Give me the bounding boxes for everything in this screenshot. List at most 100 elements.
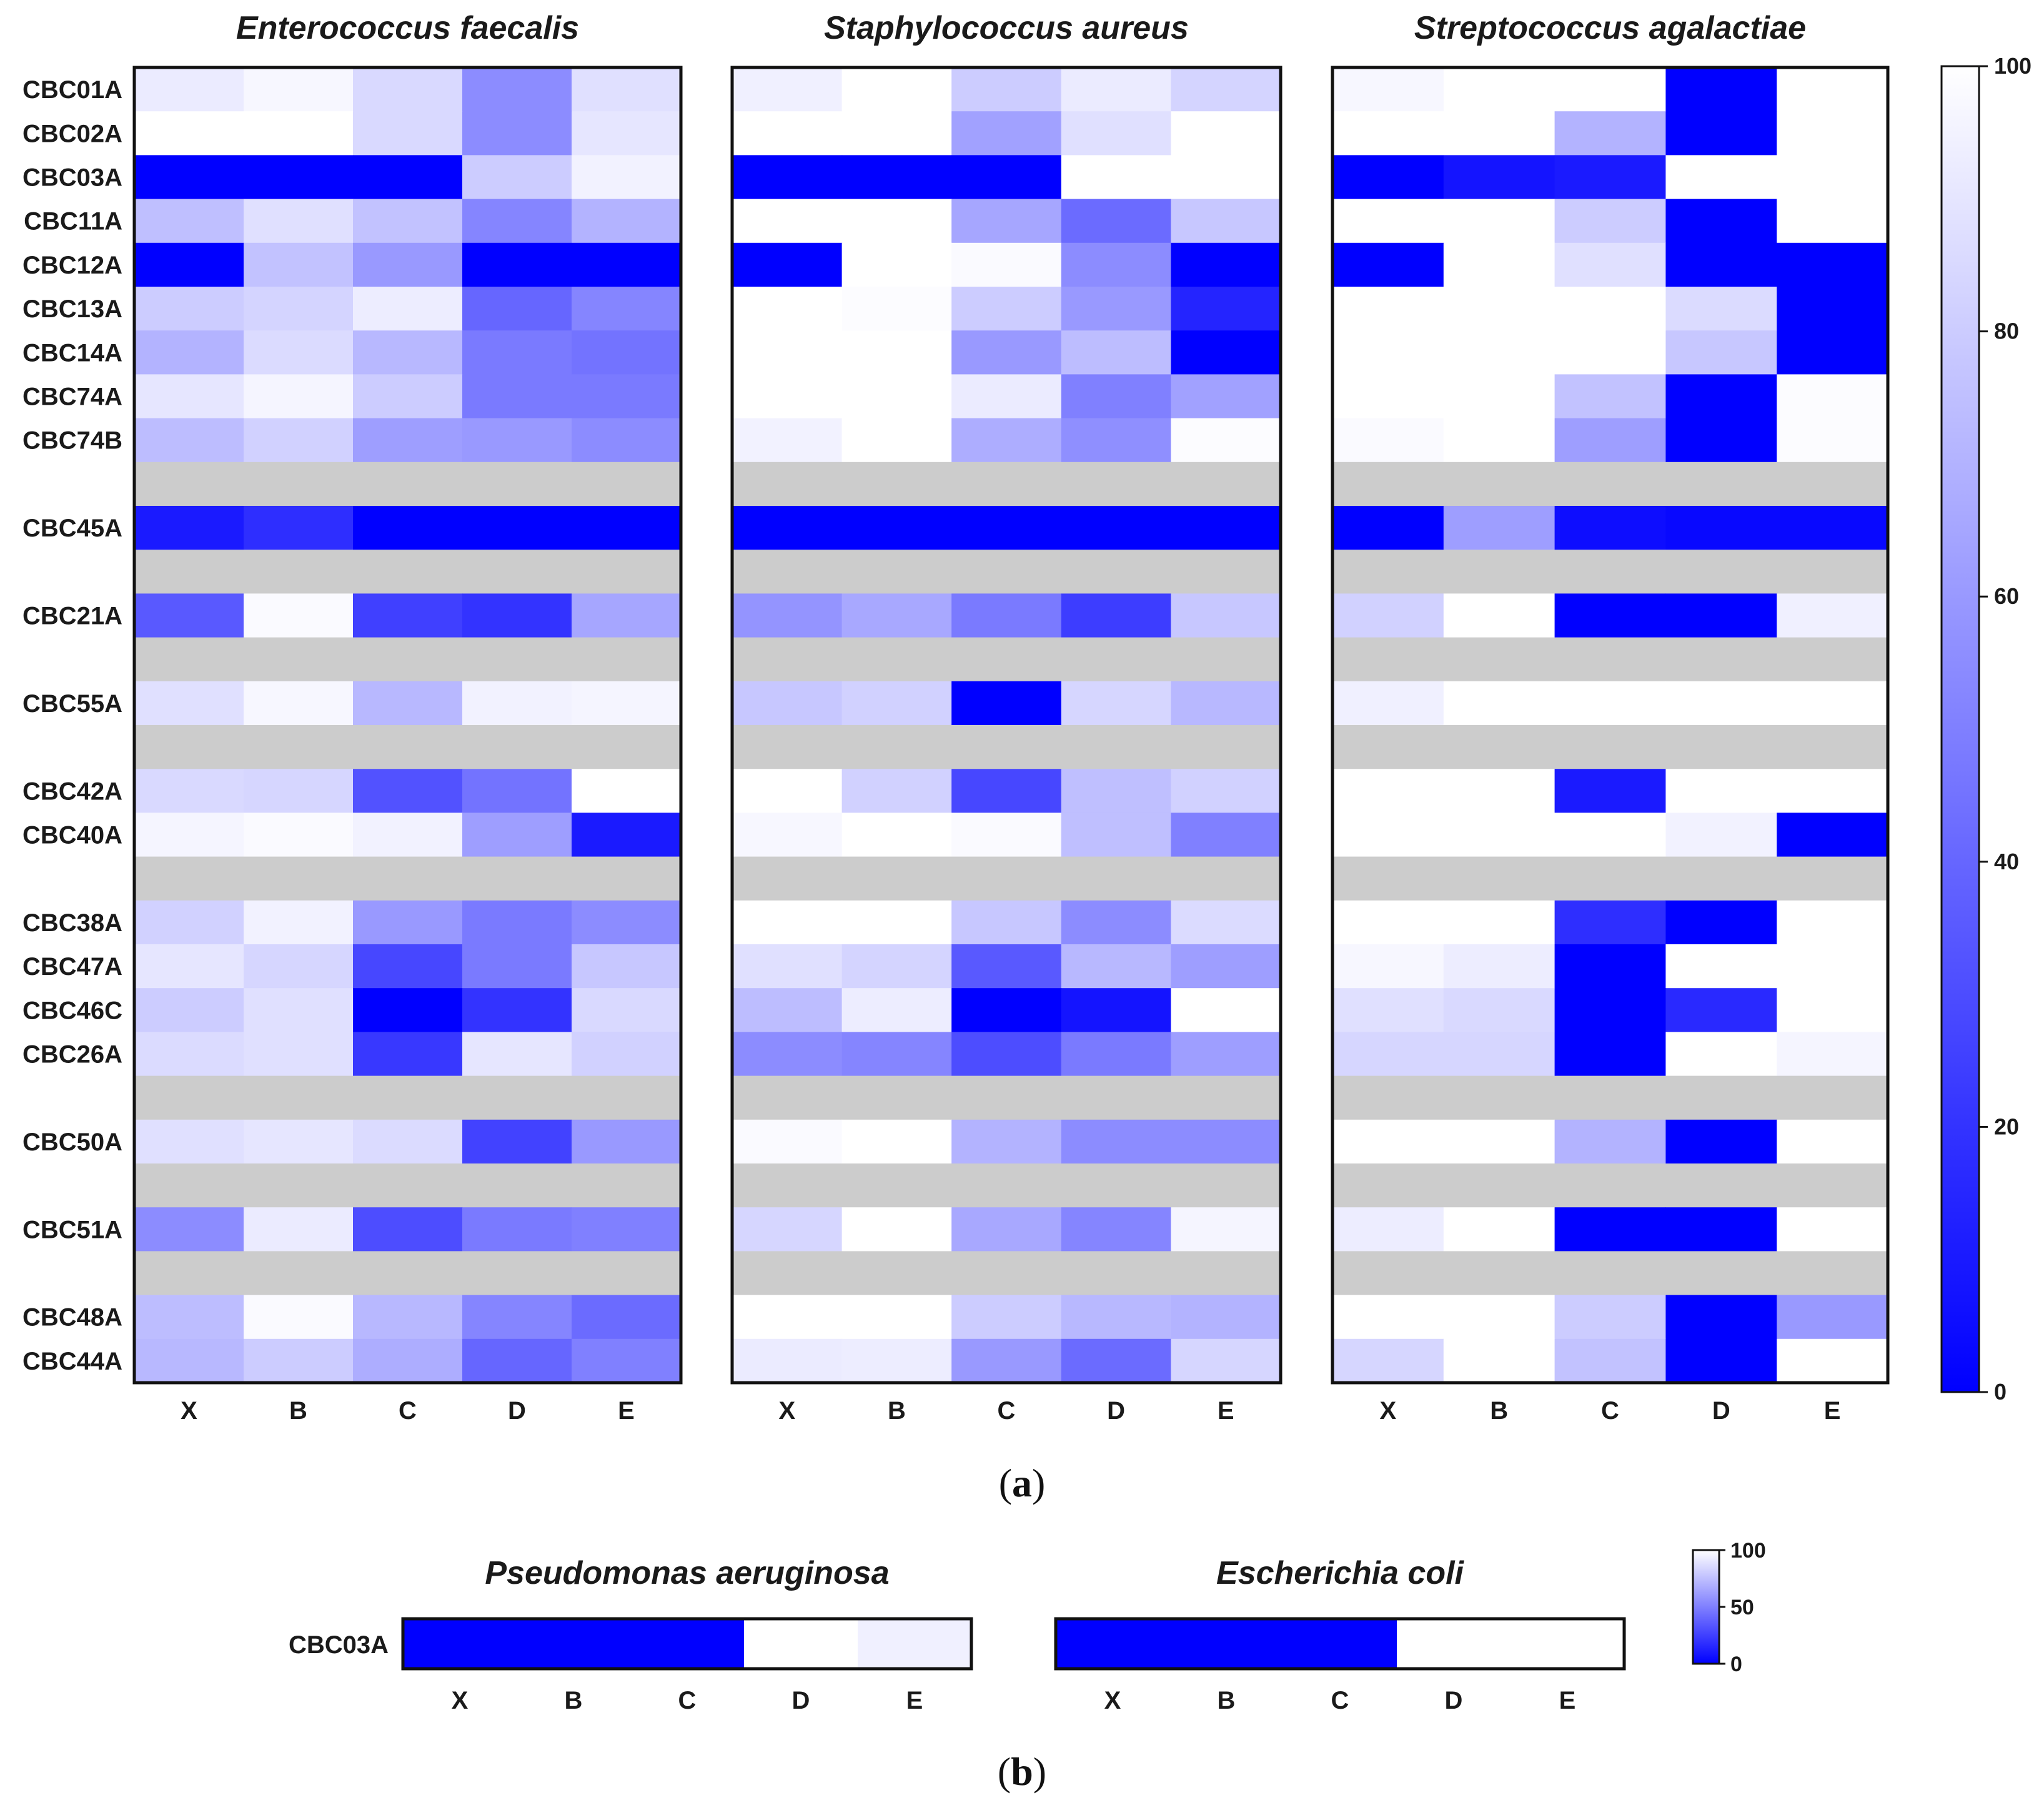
heatmap-cell [1443, 287, 1555, 331]
heatmap-cell [353, 988, 463, 1032]
heatmap-cell [841, 1207, 952, 1252]
heatmap-cell [1171, 944, 1281, 989]
heatmap-cell [134, 813, 244, 857]
colorbar-b [1692, 1549, 1720, 1665]
heatmap-cell [134, 418, 244, 463]
heatmap-cell [841, 944, 952, 989]
heatmap-cell [353, 1119, 463, 1164]
heatmap-cell [244, 1295, 354, 1340]
heatmap-cell [244, 813, 354, 857]
heatmap-cell [1777, 111, 1888, 156]
heatmap-cell [1171, 418, 1281, 463]
heatmap-cell [353, 769, 463, 813]
row-label: CBC02A [22, 120, 122, 147]
heatmap-cell [1443, 1338, 1555, 1383]
heatmap-cell [1061, 111, 1171, 156]
heatmap-cell [462, 199, 572, 244]
heatmap-cell [1443, 242, 1555, 287]
panel-title: Staphylococcus aureus [824, 10, 1189, 46]
panel-title: Enterococcus faecalis [236, 10, 579, 46]
heatmap-cell [1171, 681, 1281, 726]
heatmap-cell [1171, 242, 1281, 287]
heatmap-cell [244, 199, 354, 244]
heatmap-cell [1332, 681, 1444, 726]
heatmap-cell [1665, 199, 1777, 244]
heatmap-cell [1554, 287, 1666, 331]
heatmap-cell [732, 944, 843, 989]
separator-band [134, 550, 681, 594]
heatmap-cell [134, 1119, 244, 1164]
row-label: CBC51A [22, 1216, 122, 1243]
heatmap-cell [1665, 155, 1777, 200]
heatmap-cell [951, 1338, 1062, 1383]
heatmap-cell [1665, 769, 1777, 813]
heatmap-cell [1061, 944, 1171, 989]
heatmap-cell [572, 1032, 682, 1077]
heatmap-cell [1554, 681, 1666, 726]
heatmap-cell [841, 199, 952, 244]
heatmap-cell [1665, 330, 1777, 375]
heatmap-cell [1332, 199, 1444, 244]
heatmap-cell [572, 374, 682, 419]
column-label: C [678, 1687, 697, 1714]
heatmap-cell [572, 1338, 682, 1383]
column-label: X [452, 1687, 469, 1714]
separator-band [732, 637, 1281, 682]
heatmap-cell [1777, 1338, 1888, 1383]
panel-frame [1054, 1617, 1626, 1671]
heatmap-cell [244, 1032, 354, 1077]
heatmap-cell [1061, 1119, 1171, 1164]
heatmap-cell [1554, 900, 1666, 945]
heatmap-cell [951, 769, 1062, 813]
heatmap-cell [1443, 593, 1555, 638]
heatmap-cell [1061, 1032, 1171, 1077]
heatmap-cell [462, 155, 572, 200]
heatmap-cell [1332, 1338, 1444, 1383]
heatmap-cell [1332, 944, 1444, 989]
heatmap-cell [1777, 769, 1888, 813]
panel-title: Escherichia coli [1216, 1555, 1465, 1591]
column-label: D [1712, 1397, 1730, 1425]
heatmap-cell [1061, 1295, 1171, 1340]
heatmap-cell [1443, 681, 1555, 726]
heatmap-cell [1777, 418, 1888, 463]
heatmap-cell [1443, 1119, 1555, 1164]
heatmap-cell [1554, 199, 1666, 244]
heatmap-cell [244, 374, 354, 419]
heatmap-cell [1443, 199, 1555, 244]
heatmap-cell [951, 988, 1062, 1032]
separator-band [1332, 1075, 1888, 1120]
heatmap-cell [1397, 1619, 1511, 1669]
heatmap-cell [1169, 1619, 1284, 1669]
heatmap-cell [1332, 418, 1444, 463]
heatmap-cell [732, 1032, 843, 1077]
colorbar-tick-label: 0 [1730, 1652, 1742, 1676]
row-label: CBC21A [22, 603, 122, 630]
heatmap-cell [462, 287, 572, 331]
heatmap-cell [462, 418, 572, 463]
heatmap-cell [1554, 155, 1666, 200]
heatmap-cell [1665, 1032, 1777, 1077]
column-label: B [1490, 1397, 1508, 1425]
row-label: CBC74B [22, 427, 122, 455]
column-label: C [998, 1397, 1016, 1425]
heatmap-cell [1061, 1338, 1171, 1383]
heatmap-cell [1061, 67, 1171, 112]
heatmap-cell [1777, 1207, 1888, 1252]
separator-band [732, 725, 1281, 769]
heatmap-cell [1777, 681, 1888, 726]
heatmap-cell [134, 1032, 244, 1077]
heatmap-cell [353, 242, 463, 287]
heatmap-cell [353, 1295, 463, 1340]
heatmap-cell [462, 330, 572, 375]
heatmap-cell [1443, 900, 1555, 945]
row-label: CBC74A [22, 383, 122, 411]
heatmap-cell [841, 593, 952, 638]
caption-paren: ) [1033, 1749, 1046, 1794]
caption-letter: b [1011, 1749, 1033, 1794]
heatmap-cell [1554, 769, 1666, 813]
heatmap-cell [1665, 681, 1777, 726]
heatmap-cell [353, 593, 463, 638]
caption-paren: ( [999, 1461, 1012, 1505]
